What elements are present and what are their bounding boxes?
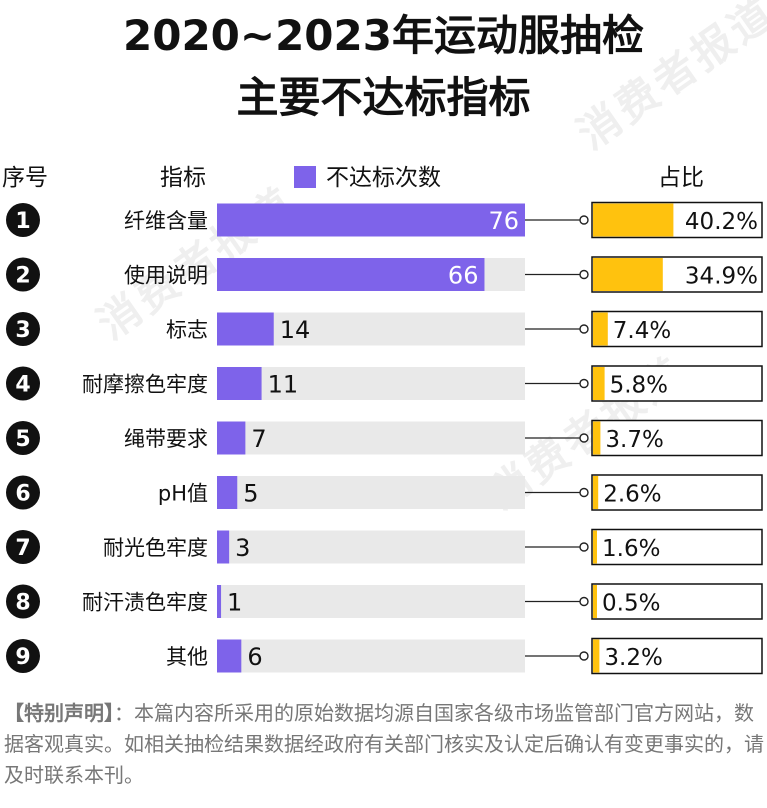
share-box	[591, 583, 763, 620]
bar-track	[217, 476, 525, 509]
share-box	[591, 474, 763, 511]
bar	[217, 258, 485, 291]
legend-swatch	[294, 166, 316, 188]
bar	[217, 203, 525, 237]
share-box	[591, 528, 763, 566]
category-label: 其他	[166, 645, 208, 669]
bar	[217, 312, 274, 346]
share-box	[591, 419, 763, 457]
category-label: pH值	[158, 482, 208, 506]
share-label: 40.2%	[685, 209, 758, 235]
disclaimer: 【特别声明】：本篇内容所采用的原始数据均源自国家各级市场监管部门官方网站，数据客…	[4, 698, 764, 791]
bar-value-label: 76	[488, 207, 519, 235]
category-label: 耐光色牢度	[103, 536, 208, 560]
connector-dot	[579, 433, 589, 443]
share-label: 34.9%	[685, 264, 758, 290]
legend-label: 不达标次数	[326, 165, 441, 191]
bar-value-label: 7	[251, 425, 266, 453]
share-fill	[593, 585, 597, 618]
bar-value-label: 6	[247, 643, 262, 671]
bar	[217, 476, 238, 509]
share-label: 3.2%	[604, 645, 662, 671]
bar	[217, 530, 230, 564]
bar	[217, 585, 222, 618]
category-label: 使用说明	[124, 264, 208, 288]
bar-track	[217, 639, 525, 673]
bar-value-label: 1	[227, 589, 242, 617]
index-badge	[6, 421, 40, 455]
share-label: 0.5%	[602, 591, 660, 617]
bar-value-label: 3	[235, 534, 250, 562]
share-fill	[593, 639, 600, 673]
share-box	[591, 310, 763, 348]
chart-title-line1: 2020~2023年运动服抽检	[123, 11, 644, 60]
share-fill	[593, 203, 674, 237]
bar-track	[217, 367, 525, 400]
bar	[217, 367, 262, 400]
category-label: 耐汗渍色牢度	[82, 591, 208, 615]
bar-track	[217, 585, 525, 618]
index-number: 5	[15, 427, 30, 452]
connector-dot	[579, 487, 589, 498]
category-label: 耐摩擦色牢度	[82, 373, 208, 397]
bar-track	[217, 530, 525, 564]
share-fill	[593, 530, 597, 564]
share-fill	[593, 367, 605, 400]
share-label: 1.6%	[602, 536, 660, 562]
index-badge	[6, 530, 40, 564]
share-fill	[593, 312, 608, 346]
index-badge	[6, 203, 40, 237]
share-box	[591, 365, 763, 402]
bar	[217, 639, 242, 673]
bar-value-label: 14	[280, 316, 311, 344]
header-indicator: 指标	[160, 165, 206, 191]
connector-dot	[579, 378, 589, 389]
category-label: 绳带要求	[124, 427, 208, 451]
index-badge	[6, 639, 40, 673]
share-fill	[593, 421, 601, 455]
connector-dot	[579, 651, 589, 661]
connector-dot	[579, 596, 589, 607]
share-fill	[593, 476, 599, 509]
index-number: 3	[15, 318, 30, 343]
bar-value-label: 5	[243, 480, 258, 508]
bar	[217, 421, 246, 455]
index-number: 6	[15, 482, 30, 507]
bar-value-label: 11	[268, 371, 299, 399]
header-share: 占比	[658, 165, 704, 191]
connector-dot	[579, 324, 589, 334]
index-number: 7	[15, 536, 30, 561]
header-index: 序号	[2, 165, 48, 191]
bar-value-label: 66	[448, 262, 479, 290]
index-badge	[6, 475, 40, 510]
bar-track	[217, 421, 525, 455]
connector-dot	[579, 215, 589, 225]
index-number: 4	[15, 373, 30, 398]
share-box	[591, 637, 763, 675]
disclaimer-text: ：本篇内容所采用的原始数据均源自国家各级市场监管部门官方网站，数据客观真实。如相…	[4, 701, 764, 787]
share-fill	[593, 258, 663, 291]
share-label: 3.7%	[605, 427, 663, 453]
index-number: 1	[15, 209, 30, 234]
share-label: 5.8%	[610, 373, 668, 399]
index-badge	[6, 312, 40, 346]
index-number: 9	[15, 645, 30, 670]
bar-chart: 1 纤维含量 76 40.2%2 使用说明 66 34.9%3 标志 14 7.4%4 耐摩擦色牢度…	[6, 201, 763, 675]
connector-dot	[579, 269, 589, 280]
disclaimer-label: 【特别声明】	[4, 701, 114, 725]
index-badge	[6, 584, 40, 619]
connector-dot	[579, 542, 589, 552]
index-number: 2	[15, 264, 30, 289]
index-badge	[6, 366, 40, 401]
index-number: 8	[15, 591, 30, 616]
category-label: 纤维含量	[124, 209, 208, 233]
category-label: 标志	[166, 318, 208, 342]
chart-title-line2: 主要不达标指标	[236, 73, 531, 122]
index-badge	[6, 257, 40, 292]
share-label: 7.4%	[613, 318, 671, 344]
share-label: 2.6%	[603, 482, 661, 508]
